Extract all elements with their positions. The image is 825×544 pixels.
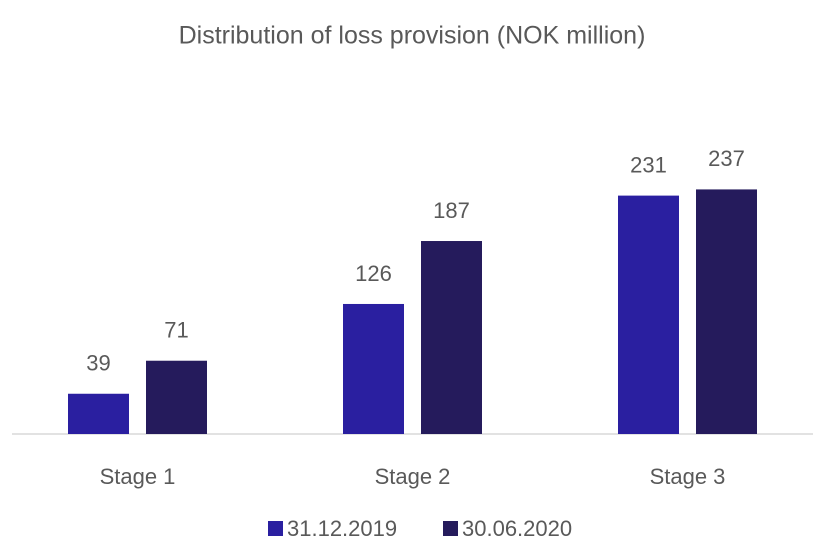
x-tick-label: Stage 3 (650, 464, 726, 489)
legend-swatch (443, 521, 458, 536)
bar (696, 189, 757, 434)
data-label: 231 (630, 152, 667, 177)
data-label: 71 (164, 318, 188, 343)
legend-label: 31.12.2019 (287, 516, 397, 541)
bar (146, 360, 207, 434)
chart-title: Distribution of loss provision (NOK mill… (179, 22, 646, 50)
bar (421, 241, 482, 434)
bar (343, 303, 404, 434)
x-tick-label: Stage 1 (100, 464, 176, 489)
bar (68, 393, 129, 434)
legend-label: 30.06.2020 (462, 516, 572, 541)
bar (618, 195, 679, 434)
data-label: 39 (86, 351, 110, 376)
data-label: 126 (355, 261, 392, 286)
data-label: 237 (708, 146, 745, 171)
data-label: 187 (433, 198, 470, 223)
x-tick-label: Stage 2 (375, 464, 451, 489)
legend-swatch (268, 521, 283, 536)
